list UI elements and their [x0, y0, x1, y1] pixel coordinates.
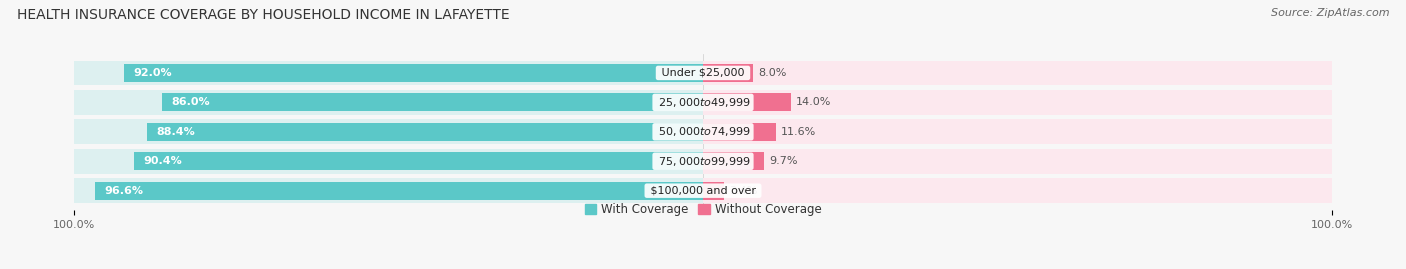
Bar	[73, 149, 703, 174]
Bar	[703, 149, 1333, 174]
Bar	[124, 64, 703, 82]
Bar	[703, 152, 763, 170]
Text: 88.4%: 88.4%	[156, 127, 195, 137]
Bar	[703, 90, 1333, 115]
Text: 9.7%: 9.7%	[769, 156, 797, 166]
Bar	[703, 123, 776, 141]
Bar	[96, 182, 703, 200]
Bar	[703, 119, 1333, 144]
Legend: With Coverage, Without Coverage: With Coverage, Without Coverage	[585, 203, 821, 216]
Text: 86.0%: 86.0%	[172, 97, 209, 107]
Bar	[146, 123, 703, 141]
Bar	[703, 182, 724, 200]
Text: $75,000 to $99,999: $75,000 to $99,999	[655, 155, 751, 168]
Bar	[162, 93, 703, 111]
Bar	[134, 152, 703, 170]
Text: 3.4%: 3.4%	[730, 186, 758, 196]
Text: 8.0%: 8.0%	[758, 68, 787, 78]
Bar	[703, 178, 1333, 203]
Text: $25,000 to $49,999: $25,000 to $49,999	[655, 96, 751, 109]
Text: 14.0%: 14.0%	[796, 97, 831, 107]
Bar	[73, 90, 703, 115]
Text: 90.4%: 90.4%	[143, 156, 183, 166]
Text: 96.6%: 96.6%	[104, 186, 143, 196]
Text: 92.0%: 92.0%	[134, 68, 172, 78]
Bar	[73, 178, 703, 203]
Text: Source: ZipAtlas.com: Source: ZipAtlas.com	[1271, 8, 1389, 18]
Text: $100,000 and over: $100,000 and over	[647, 186, 759, 196]
Bar	[703, 64, 754, 82]
Text: 11.6%: 11.6%	[782, 127, 817, 137]
Bar	[73, 61, 703, 85]
Text: $50,000 to $74,999: $50,000 to $74,999	[655, 125, 751, 138]
Bar	[703, 93, 792, 111]
Text: HEALTH INSURANCE COVERAGE BY HOUSEHOLD INCOME IN LAFAYETTE: HEALTH INSURANCE COVERAGE BY HOUSEHOLD I…	[17, 8, 509, 22]
Bar	[703, 61, 1333, 85]
Bar	[73, 119, 703, 144]
Text: Under $25,000: Under $25,000	[658, 68, 748, 78]
